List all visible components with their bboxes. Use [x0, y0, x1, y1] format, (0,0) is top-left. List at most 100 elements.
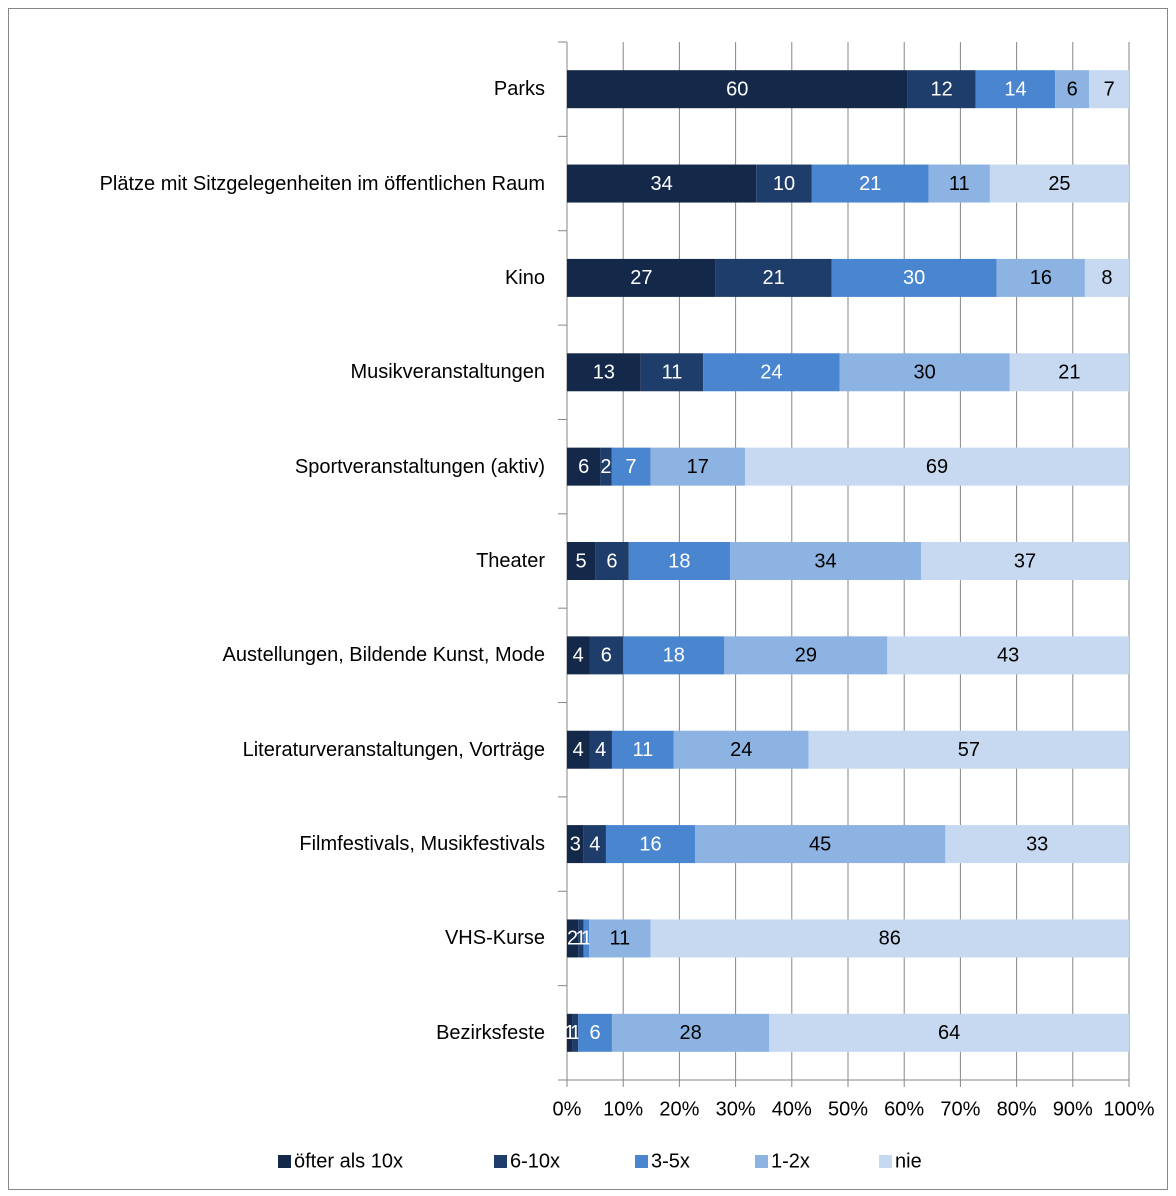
bar-segment — [583, 919, 590, 958]
legend-swatch — [278, 1155, 291, 1168]
x-tick-label: 10% — [603, 1098, 643, 1120]
bar-segment — [769, 1013, 1129, 1052]
data-label: 27 — [630, 267, 652, 289]
legend-label: 6-10x — [510, 1150, 560, 1172]
data-label: 21 — [762, 267, 784, 289]
legend-label: 1-2x — [771, 1150, 810, 1172]
bar-segment — [996, 258, 1085, 297]
data-label: 21 — [859, 173, 881, 195]
bar-segment — [831, 258, 997, 297]
bar-segment — [567, 919, 579, 958]
data-label: 11 — [949, 173, 970, 195]
x-tick-label: 100% — [1103, 1098, 1154, 1120]
bar-segment — [811, 164, 929, 203]
bar-segment — [839, 353, 1010, 392]
data-label: 57 — [958, 739, 980, 761]
data-label: 4 — [573, 645, 584, 667]
bar-segment — [600, 447, 612, 486]
legend-label: nie — [895, 1150, 922, 1172]
bar-segment — [715, 258, 832, 297]
data-label: 24 — [730, 739, 752, 761]
data-label: 64 — [938, 1022, 960, 1044]
data-label: 33 — [1026, 833, 1048, 855]
y-tick-label: Austellungen, Bildende Kunst, Mode — [222, 644, 545, 667]
data-label: 13 — [593, 362, 615, 384]
bar-segment — [975, 70, 1056, 109]
data-label: 12 — [931, 78, 953, 100]
data-label: 17 — [687, 456, 709, 478]
bar-segment — [650, 447, 746, 486]
data-label: 34 — [650, 173, 672, 195]
data-label: 7 — [625, 456, 636, 478]
x-tick-label: 80% — [997, 1098, 1037, 1120]
bar-segment — [808, 730, 1129, 769]
data-label: 2 — [567, 928, 578, 950]
bar-segment — [589, 730, 612, 769]
bar-segment — [567, 825, 584, 864]
legend-label: 3-5x — [651, 1150, 690, 1172]
data-label: 2 — [600, 456, 611, 478]
data-label: 29 — [795, 645, 817, 667]
data-label: 37 — [1014, 550, 1036, 572]
bar-segment — [628, 542, 730, 580]
legend-swatch — [879, 1155, 892, 1168]
data-label: 24 — [760, 362, 782, 384]
bar-segment — [567, 164, 757, 203]
bar-segment — [1084, 258, 1129, 297]
bar-segment — [611, 730, 674, 769]
bar-segment — [640, 353, 704, 392]
bar-segment — [567, 1013, 573, 1052]
y-tick-label: Sportveranstaltungen (aktiv) — [294, 455, 545, 478]
data-label: 11 — [662, 362, 683, 384]
data-label: 1 — [564, 1022, 575, 1044]
bar-segment — [567, 542, 596, 580]
data-label: 7 — [1104, 78, 1115, 100]
bar-segment — [595, 542, 629, 580]
bar-segment — [703, 353, 840, 392]
data-label: 14 — [1004, 78, 1026, 100]
data-label: 8 — [1101, 267, 1112, 289]
data-label: 1 — [575, 928, 586, 950]
bar-segment — [724, 636, 888, 675]
data-label: 1 — [570, 1022, 581, 1044]
data-label: 16 — [1030, 267, 1052, 289]
data-label: 45 — [809, 833, 831, 855]
bar-segment — [567, 730, 590, 769]
bar-segment — [583, 825, 606, 864]
bar-segment — [605, 825, 695, 864]
bar-segment — [1009, 353, 1129, 392]
data-label: 10 — [773, 173, 795, 195]
x-tick-label: 60% — [884, 1098, 924, 1120]
bar-segment — [611, 1013, 770, 1052]
y-tick-label: Parks — [493, 78, 545, 101]
legend-swatch — [494, 1155, 507, 1168]
y-tick-label: Theater — [476, 550, 545, 572]
bar-segment — [578, 919, 584, 958]
y-tick-label: Plätze mit Sitzgelegenheiten im öffentli… — [99, 172, 545, 195]
bar-segment — [1089, 70, 1129, 109]
x-tick-label: 90% — [1053, 1098, 1093, 1120]
x-tick-label: 40% — [772, 1098, 812, 1120]
y-tick-label: Filmfestivals, Musikfestivals — [299, 833, 545, 856]
data-label: 69 — [926, 456, 948, 478]
bar-segment — [611, 447, 651, 486]
y-tick-label: Literaturveranstaltungen, Vorträge — [242, 738, 545, 761]
x-tick-label: 20% — [659, 1098, 699, 1120]
data-label: 6 — [601, 645, 612, 667]
data-label: 28 — [680, 1022, 702, 1044]
y-tick-label: VHS-Kurse — [444, 927, 545, 950]
bar-segment — [623, 636, 725, 675]
bar-segment — [589, 919, 651, 958]
data-label: 6 — [1067, 78, 1078, 100]
y-tick-label: Musikveranstaltungen — [350, 361, 545, 384]
bar-segment — [729, 542, 922, 580]
data-label: 18 — [663, 645, 685, 667]
y-tick-label: Bezirksfeste — [436, 1021, 545, 1044]
chart-frame — [8, 8, 1168, 1190]
data-label: 1 — [581, 928, 592, 950]
y-tick-label: Kino — [504, 266, 545, 289]
data-label: 86 — [879, 928, 901, 950]
bar-segment — [928, 164, 990, 203]
